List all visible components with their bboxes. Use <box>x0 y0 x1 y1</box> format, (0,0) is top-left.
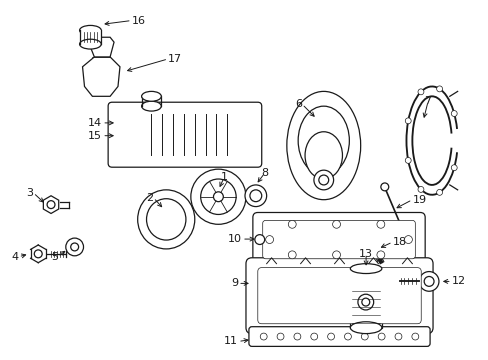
FancyBboxPatch shape <box>257 267 420 324</box>
FancyBboxPatch shape <box>245 258 432 334</box>
Ellipse shape <box>286 91 360 200</box>
Circle shape <box>313 170 333 190</box>
Circle shape <box>71 243 79 251</box>
Circle shape <box>249 190 261 202</box>
Circle shape <box>344 333 351 340</box>
Circle shape <box>310 333 317 340</box>
Circle shape <box>394 333 401 340</box>
Circle shape <box>66 238 83 256</box>
Ellipse shape <box>146 199 185 240</box>
Text: 11: 11 <box>224 337 238 346</box>
Ellipse shape <box>142 91 161 101</box>
Text: 2: 2 <box>146 193 153 203</box>
Text: 13: 13 <box>358 249 372 259</box>
Text: 9: 9 <box>230 278 238 288</box>
Polygon shape <box>43 196 59 213</box>
Circle shape <box>327 333 334 340</box>
Circle shape <box>200 179 236 215</box>
Ellipse shape <box>142 101 161 111</box>
Circle shape <box>277 333 284 340</box>
Text: 17: 17 <box>168 54 182 64</box>
Circle shape <box>376 220 384 228</box>
Circle shape <box>47 201 55 208</box>
Ellipse shape <box>349 264 381 274</box>
Polygon shape <box>82 57 120 96</box>
Circle shape <box>405 157 410 163</box>
Circle shape <box>404 236 411 243</box>
Circle shape <box>411 333 418 340</box>
Circle shape <box>417 89 423 95</box>
Circle shape <box>254 235 264 244</box>
Ellipse shape <box>80 39 101 49</box>
Ellipse shape <box>298 106 348 175</box>
Text: 8: 8 <box>261 168 268 178</box>
Ellipse shape <box>349 322 381 334</box>
Circle shape <box>265 236 273 243</box>
Circle shape <box>436 86 442 92</box>
Circle shape <box>450 165 456 171</box>
FancyBboxPatch shape <box>262 220 414 259</box>
Ellipse shape <box>80 26 101 35</box>
Circle shape <box>318 175 328 185</box>
Circle shape <box>450 111 456 117</box>
Text: 4: 4 <box>11 252 19 262</box>
Circle shape <box>377 333 384 340</box>
Circle shape <box>376 251 384 259</box>
Circle shape <box>190 169 245 224</box>
Circle shape <box>288 251 296 259</box>
Circle shape <box>34 250 42 258</box>
Text: 3: 3 <box>26 188 33 198</box>
FancyBboxPatch shape <box>248 327 429 346</box>
Text: 10: 10 <box>227 234 242 244</box>
Circle shape <box>405 118 410 124</box>
Circle shape <box>423 276 433 286</box>
FancyBboxPatch shape <box>252 212 424 267</box>
Ellipse shape <box>138 190 194 249</box>
Text: 18: 18 <box>392 237 406 247</box>
Text: 5: 5 <box>51 252 58 262</box>
Text: 16: 16 <box>131 15 145 26</box>
Circle shape <box>361 298 369 306</box>
Circle shape <box>357 294 373 310</box>
Polygon shape <box>88 37 114 57</box>
Circle shape <box>332 220 340 228</box>
Bar <box>80 30 101 44</box>
Bar <box>349 269 381 328</box>
Circle shape <box>293 333 300 340</box>
Circle shape <box>288 220 296 228</box>
Circle shape <box>436 189 442 195</box>
Circle shape <box>361 333 367 340</box>
Circle shape <box>380 183 388 191</box>
Text: 1: 1 <box>221 172 227 182</box>
Text: 6: 6 <box>294 99 302 109</box>
FancyBboxPatch shape <box>108 102 261 167</box>
Circle shape <box>332 251 340 259</box>
Circle shape <box>418 271 438 291</box>
Ellipse shape <box>305 132 342 179</box>
Text: 15: 15 <box>88 131 102 141</box>
Text: 7: 7 <box>424 96 431 106</box>
Circle shape <box>260 333 266 340</box>
Circle shape <box>244 185 266 207</box>
Text: 12: 12 <box>451 276 465 287</box>
Circle shape <box>417 186 423 192</box>
Text: 14: 14 <box>88 118 102 128</box>
Circle shape <box>213 192 223 202</box>
Text: 19: 19 <box>411 195 426 205</box>
